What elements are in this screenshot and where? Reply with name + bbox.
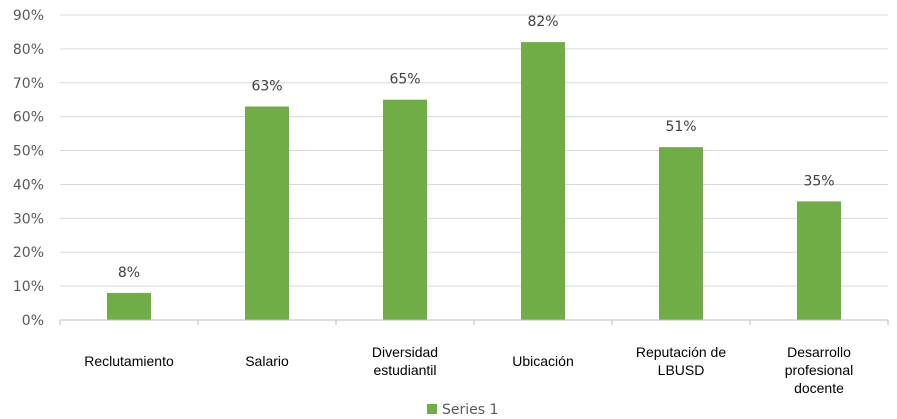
category-label: profesional [785,362,854,378]
category-label: Diversidad [372,344,438,360]
axes [59,319,889,325]
gridlines [60,14,888,287]
labels: 0% 10% 20% 30% 40% 50% 60% 70% 80% 90% 8% Reclutami… [13,8,853,396]
category-label: estudiantil [373,362,436,378]
y-tick-label: 80% [13,42,44,58]
y-tick-label: 30% [13,211,44,227]
legend: Series 1 [427,402,498,418]
data-label: 65% [389,72,420,88]
y-tick-label: 60% [13,110,44,126]
legend-swatch [427,404,437,414]
data-label: 8% [118,265,140,281]
bar [245,106,289,320]
bar [107,292,151,320]
category-label: Reclutamiento [84,353,174,369]
y-tick-label: 50% [13,144,44,160]
category-label: Salario [245,353,289,369]
y-tick-label: 0% [22,313,44,329]
y-tick-label: 20% [13,245,44,261]
bar [383,99,427,320]
y-tick-label: 70% [13,76,44,92]
legend-label: Series 1 [442,402,498,418]
category-label: Ubicación [512,353,573,369]
category-label: Reputación de [636,344,727,360]
data-label: 63% [251,79,282,95]
category-label: LBUSD [658,362,705,378]
data-label: 35% [803,173,834,189]
y-tick-label: 10% [13,279,44,295]
bars [107,42,841,320]
data-label: 51% [665,119,696,135]
y-tick-label: 40% [13,177,44,193]
data-label: 82% [527,14,558,30]
category-label: docente [794,380,844,396]
bar [521,42,565,320]
category-label: Desarrollo [787,344,851,360]
y-tick-label: 90% [13,8,44,24]
bar [797,201,841,320]
bar [659,147,703,320]
